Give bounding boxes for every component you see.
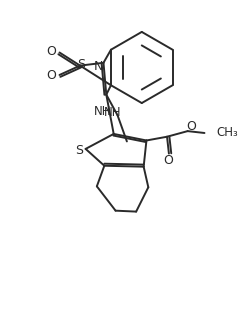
Text: S: S	[77, 58, 85, 71]
Text: CH₃: CH₃	[217, 126, 238, 139]
Text: O: O	[46, 45, 56, 58]
Text: NH: NH	[104, 106, 122, 119]
Text: N: N	[94, 60, 103, 73]
Text: NH: NH	[94, 105, 111, 118]
Text: O: O	[163, 154, 173, 167]
Text: S: S	[75, 144, 83, 157]
Text: O: O	[46, 69, 56, 82]
Text: O: O	[187, 120, 196, 133]
